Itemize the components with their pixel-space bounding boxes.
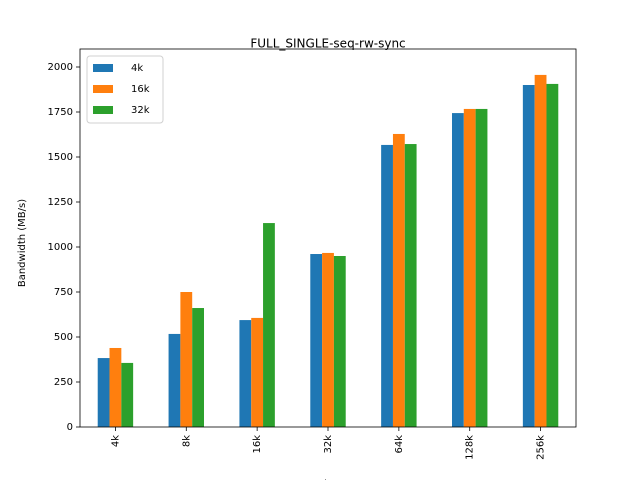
x-tick-label: 32k [323, 435, 334, 454]
y-tick-label: 1750 [48, 107, 73, 118]
y-tick-label: 750 [54, 287, 73, 298]
y-tick-label: 1500 [48, 152, 73, 163]
bar [534, 74, 547, 428]
chart-title: FULL_SINGLE-seq-rw-sync [250, 37, 405, 51]
bar [522, 85, 535, 427]
legend-label: 16k [131, 84, 150, 95]
legend-label: 32k [131, 105, 150, 116]
bar [239, 320, 252, 427]
bar [121, 362, 134, 427]
bar [109, 347, 122, 427]
y-axis-label: Bandwidth (MB/s) [17, 199, 28, 287]
legend: 4k 16k 32k [86, 55, 164, 124]
bar [381, 144, 393, 427]
bar [97, 358, 110, 427]
x-tick-label: 128k [465, 435, 476, 460]
bar [475, 108, 488, 427]
x-tick-label: 256k [536, 435, 547, 460]
bar [192, 308, 204, 427]
y-tick-label: 500 [54, 332, 73, 343]
bar [251, 317, 264, 427]
y-tick-label: 0 [67, 422, 73, 433]
axes-frame [79, 48, 577, 428]
bar [452, 113, 464, 427]
bar [333, 256, 346, 427]
legend-swatch [93, 64, 113, 72]
bar [546, 83, 559, 428]
x-tick-label: 4k [110, 435, 121, 447]
y-tick-label: 1000 [48, 242, 73, 253]
bar [310, 254, 323, 427]
legend-swatch [93, 85, 113, 93]
x-tick-label: 16k [252, 435, 263, 454]
legend-label: 4k [131, 63, 143, 74]
bar [168, 333, 181, 427]
legend-swatch [93, 106, 113, 114]
x-tick-label: 8k [181, 435, 192, 447]
y-tick-label: 1250 [48, 197, 73, 208]
bar [463, 108, 476, 427]
bar [392, 133, 405, 427]
y-tick-label: 2000 [48, 62, 73, 73]
bar [404, 144, 417, 428]
y-tick-label: 250 [54, 377, 73, 388]
x-tick-label: 64k [394, 435, 405, 454]
bar [322, 252, 334, 427]
bar [180, 292, 193, 427]
bar [263, 223, 275, 427]
